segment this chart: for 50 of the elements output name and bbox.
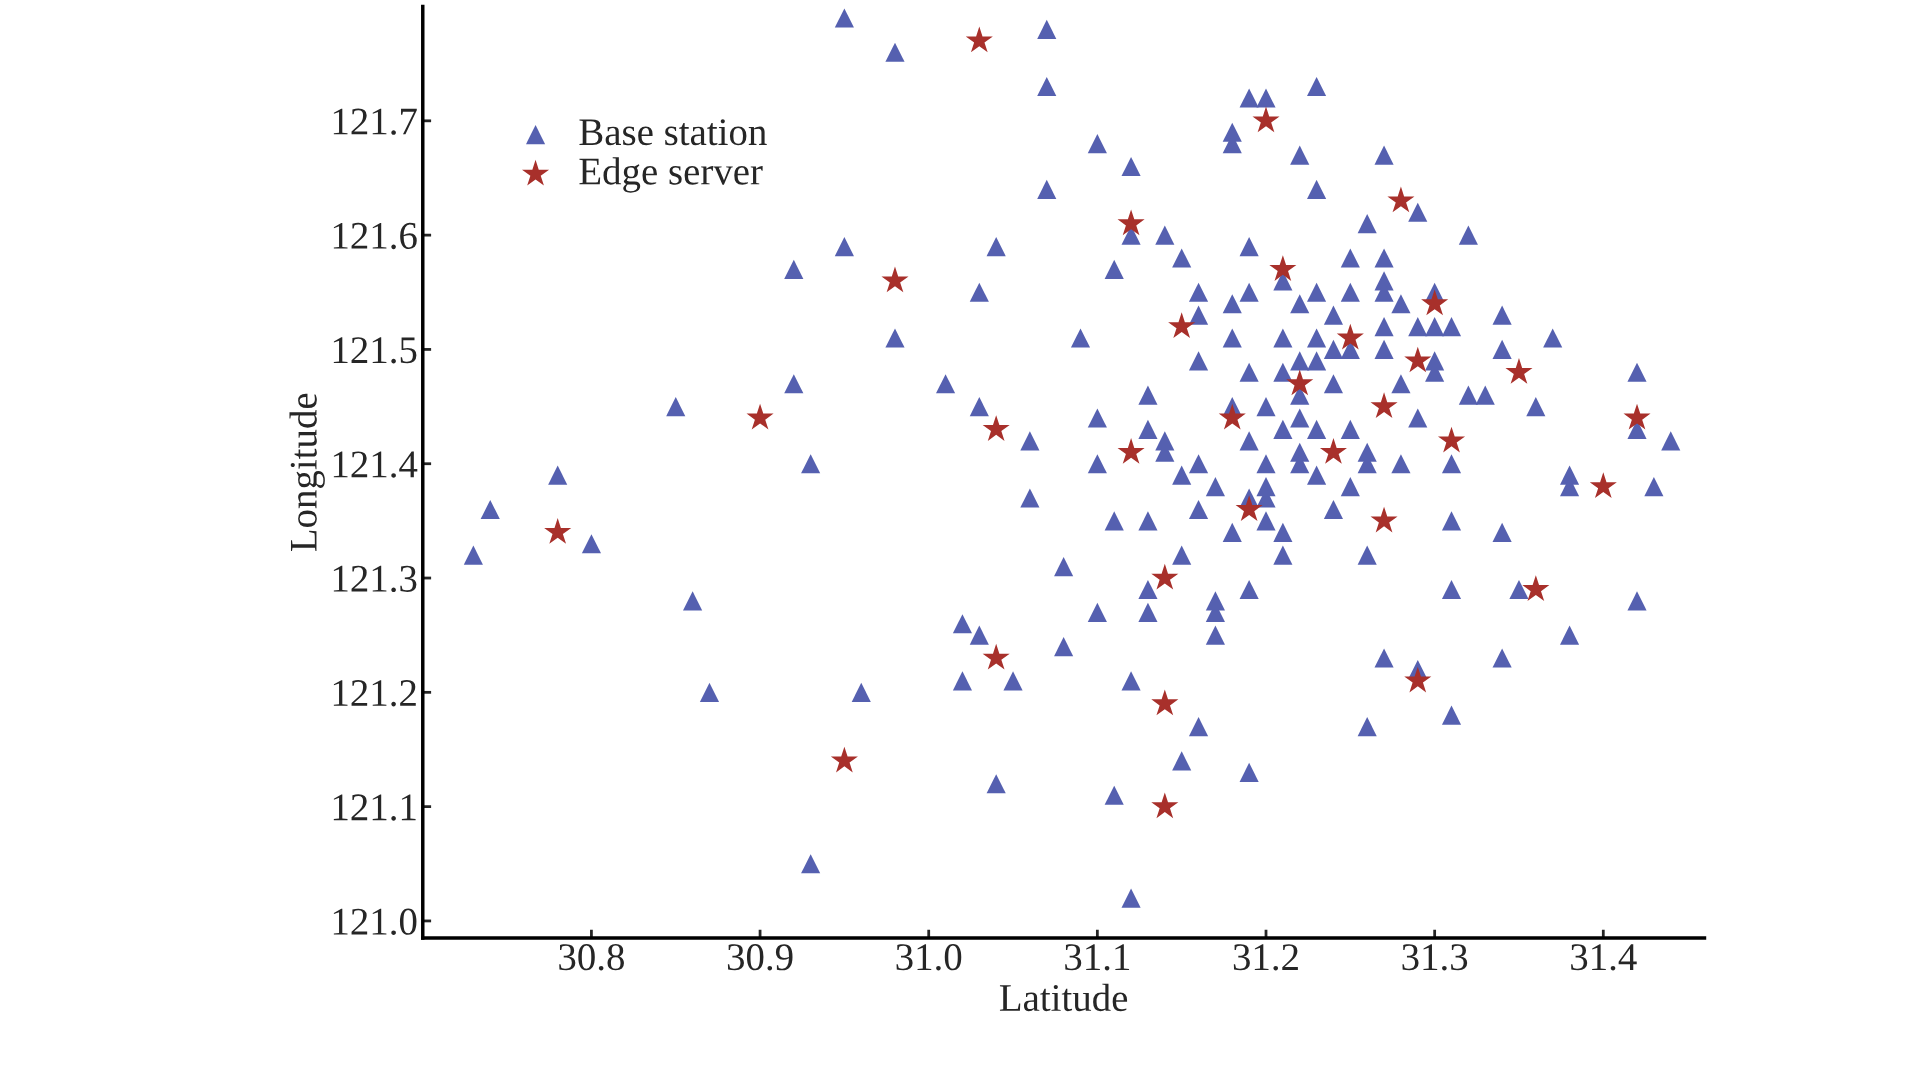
point: [1505, 358, 1533, 384]
point: [1286, 369, 1314, 396]
y-axis-title: Longitude: [289, 393, 325, 552]
point: [1370, 392, 1398, 419]
point: [1151, 689, 1179, 716]
point: [1589, 472, 1617, 499]
point: [1218, 403, 1246, 430]
x-tick-label: 31.1: [1065, 944, 1130, 971]
point: [1319, 438, 1347, 464]
y-tick-label: 121.5: [333, 337, 417, 364]
point: [1437, 426, 1466, 453]
y-tick-label: 121.4: [333, 451, 418, 478]
x-tick-label: 31.0: [896, 944, 962, 971]
point: [1404, 346, 1432, 373]
y-tick-label: 121.1: [333, 794, 416, 821]
x-tick-label: 31.3: [1402, 944, 1468, 971]
x-axis-title: Latitude: [999, 983, 1128, 1012]
legend-label: Base station: [579, 119, 767, 146]
point: [965, 26, 993, 53]
point: [1235, 495, 1263, 521]
y-tick-label: 121.0: [333, 908, 417, 935]
point: [544, 518, 572, 544]
point: [1151, 792, 1179, 819]
y-tick-label: 121.6: [333, 222, 417, 250]
point: [982, 643, 1010, 670]
point: [1117, 438, 1145, 464]
point: [746, 403, 774, 430]
point: [1370, 506, 1398, 533]
point: [1151, 563, 1179, 590]
x-tick-label: 30.9: [727, 944, 793, 971]
point: [1421, 289, 1449, 316]
point: [1387, 186, 1415, 213]
point: [830, 746, 858, 773]
point: [1269, 255, 1297, 281]
x-tick-label: 31.4: [1571, 944, 1637, 971]
point: [1117, 209, 1145, 236]
point: [881, 266, 909, 293]
point: [1252, 106, 1280, 133]
point: [1404, 666, 1432, 693]
y-tick-label: 121.2: [333, 680, 416, 707]
point: [1336, 323, 1364, 350]
point: [1168, 312, 1196, 339]
legend-label: Edge server: [579, 157, 763, 193]
point: [982, 415, 1010, 441]
x-tick-label: 31.2: [1233, 944, 1298, 971]
y-tick-label: 121.3: [333, 565, 417, 593]
point: [1623, 403, 1651, 430]
y-tick-label: 121.7: [333, 108, 417, 135]
x-tick-label: 30.8: [559, 944, 624, 971]
point: [1522, 575, 1550, 601]
